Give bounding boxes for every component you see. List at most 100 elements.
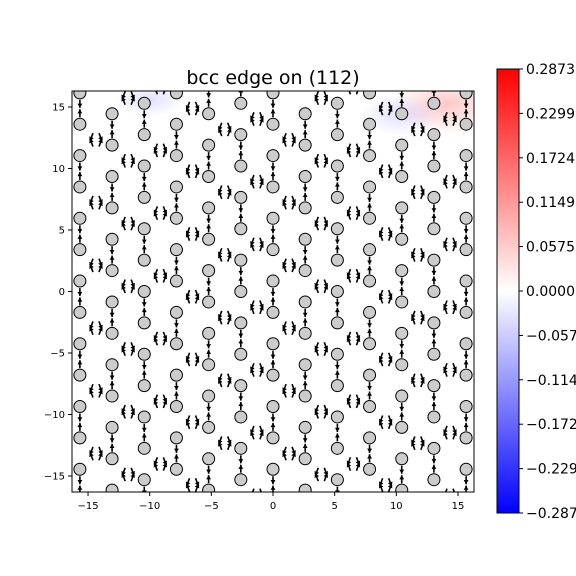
displacement-arrow-head <box>121 157 126 163</box>
displacement-arrow-head <box>399 469 405 474</box>
displacement-arrow-head <box>355 335 361 340</box>
y-tick-label: 5 <box>59 225 65 236</box>
displacement-arrow-head <box>484 450 488 455</box>
displacement-arrow-head <box>206 218 212 223</box>
atom-marker <box>266 462 280 476</box>
displacement-arrow <box>476 259 479 267</box>
atom-marker <box>363 274 377 288</box>
atom-marker <box>169 305 183 319</box>
displacement-arrow-head <box>250 303 255 309</box>
displacement-arrow-head <box>411 314 416 319</box>
displacement-arrow-head <box>302 438 308 443</box>
atom-marker <box>137 222 151 236</box>
displacement-arrow-head <box>194 167 200 173</box>
y-tick-label: 15 <box>52 102 65 113</box>
displacement-arrow-head <box>387 293 393 299</box>
displacement-arrow-head <box>110 501 115 505</box>
displacement-arrow-head <box>217 314 223 319</box>
atom-marker <box>234 96 248 110</box>
displacement-arrow-head <box>194 293 200 299</box>
displacement-arrow-head <box>334 119 340 124</box>
displacement-arrow-head <box>463 422 469 428</box>
displacement-arrow-head <box>141 427 147 432</box>
displacement-arrow <box>485 133 488 141</box>
displacement-arrow-head <box>323 408 329 414</box>
displacement-arrow-head <box>475 262 479 267</box>
displacement-arrow-head <box>323 220 329 225</box>
displacement-arrow-head <box>475 327 479 332</box>
displacement-arrow-head <box>98 199 103 204</box>
displacement-arrow <box>485 201 488 209</box>
atom-marker <box>298 358 312 372</box>
displacement-arrow <box>485 321 488 329</box>
displacement-arrow <box>412 499 415 507</box>
atom-marker <box>266 149 280 163</box>
atom-marker <box>234 379 248 393</box>
atom-marker <box>234 159 248 173</box>
displacement-arrow-head <box>185 230 191 236</box>
displacement-arrow-head <box>250 115 255 121</box>
displacement-arrow-head <box>334 370 340 375</box>
displacement-arrow-head <box>238 145 244 150</box>
displacement-arrow-head <box>270 422 276 428</box>
atom-marker <box>234 410 248 424</box>
atom-marker <box>234 347 248 361</box>
displacement-arrow-head <box>270 234 276 239</box>
displacement-arrow-head <box>411 502 415 507</box>
atom-marker <box>363 243 377 257</box>
displacement-arrow-head <box>302 381 308 386</box>
displacement-arrow <box>283 510 286 518</box>
displacement-arrow-head <box>98 513 102 518</box>
displacement-arrow-head <box>399 98 405 103</box>
atom-marker <box>459 149 473 163</box>
displacement-arrow-head <box>282 136 287 142</box>
displacement-arrow <box>485 447 488 455</box>
displacement-arrow-head <box>452 240 457 246</box>
atom-marker <box>395 264 409 278</box>
atom-marker <box>395 358 409 372</box>
atom-marker <box>330 222 344 236</box>
atom-marker <box>266 274 280 288</box>
displacement-arrow-head <box>206 224 212 229</box>
x-tick-label: −15 <box>77 501 98 512</box>
atom-marker <box>330 379 344 393</box>
displacement-arrow-head <box>346 460 352 466</box>
displacement-arrow-head <box>270 485 276 490</box>
displacement-arrow-head <box>194 481 200 487</box>
atom-marker <box>169 274 183 288</box>
displacement-arrow-head <box>174 78 179 82</box>
displacement-arrow-head <box>259 115 264 121</box>
displacement-arrow-head <box>206 469 212 474</box>
atom-marker <box>395 201 409 215</box>
displacement-arrow-head <box>206 93 212 98</box>
displacement-arrow-head <box>259 366 264 372</box>
displacement-arrow-head <box>302 124 308 129</box>
displacement-arrow-head <box>250 240 255 246</box>
displacement-arrow-head <box>463 480 469 485</box>
displacement-arrow-head <box>109 443 115 448</box>
atom-marker <box>427 159 441 173</box>
atom-marker <box>169 149 183 163</box>
displacement-arrow-head <box>153 91 154 92</box>
atom-marker <box>363 305 377 319</box>
atom-marker <box>427 473 441 487</box>
displacement-arrow-head <box>162 460 168 466</box>
atom-marker <box>330 190 344 204</box>
displacement-arrow-head <box>217 439 223 445</box>
atom-marker <box>105 107 119 121</box>
displacement-arrow-head <box>77 103 83 108</box>
displacement-arrow-head <box>141 182 147 187</box>
displacement-arrow-head <box>346 335 352 340</box>
displacement-arrow-head <box>431 270 437 276</box>
displacement-arrow-head <box>141 490 147 492</box>
displacement-arrow-head <box>130 471 135 476</box>
displacement-arrow-head <box>270 103 276 108</box>
displacement-arrow-head <box>302 443 308 448</box>
displacement-arrow <box>476 201 479 209</box>
displacement-arrow-head <box>141 302 147 307</box>
displacement-arrow-head <box>452 366 457 372</box>
displacement-arrow-head <box>463 291 469 297</box>
displacement-arrow-head <box>141 245 147 250</box>
atom-marker <box>363 337 377 351</box>
displacement-arrow-head <box>206 281 212 286</box>
